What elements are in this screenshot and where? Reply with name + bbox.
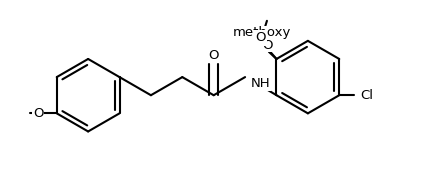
Text: Cl: Cl xyxy=(360,89,373,102)
Text: NH: NH xyxy=(251,77,270,90)
Text: methoxy: methoxy xyxy=(233,26,292,39)
Text: O: O xyxy=(33,107,43,120)
Text: O: O xyxy=(263,39,273,52)
Text: O: O xyxy=(209,49,219,62)
Text: methoxy: methoxy xyxy=(242,3,294,16)
Text: O: O xyxy=(255,31,265,45)
